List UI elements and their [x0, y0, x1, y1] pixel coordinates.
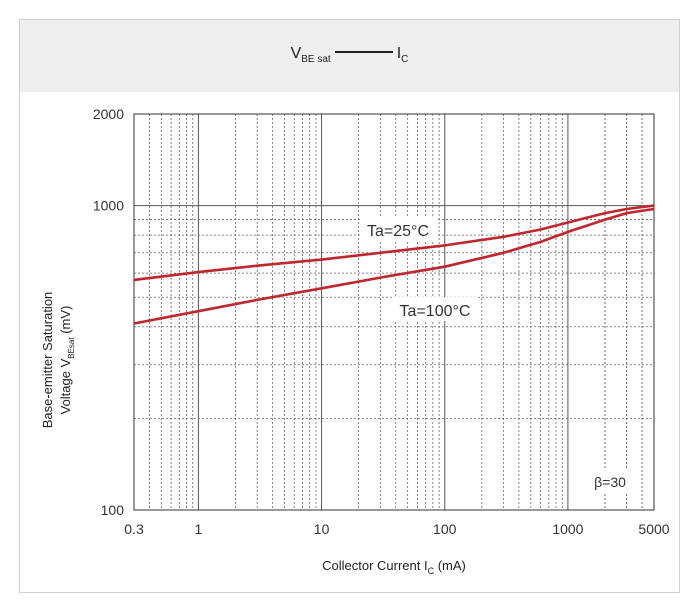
title-vbe: V [290, 45, 302, 62]
series-label-ta100: Ta=100°C [400, 303, 471, 320]
y-axis-label-line2: Voltage VBEsat (mV) [58, 306, 76, 415]
title-ic-subscript: C [401, 54, 409, 65]
x-tick-label: 1000 [552, 521, 583, 537]
x-tick-label: 1 [195, 521, 203, 537]
series-label-ta100-bg [392, 297, 478, 321]
annotation-beta: β=30 [594, 474, 626, 490]
series-label-ta25: Ta=25°C [367, 223, 429, 240]
x-axis-label: Collector Current IC (mA) [322, 558, 466, 576]
x-tick-label: 0.3 [124, 521, 144, 537]
title-vbe-subscript: BE sat [301, 54, 331, 65]
y-axis-label-line1: Base-emitter Saturation [40, 292, 55, 429]
y-tick-label: 100 [101, 502, 125, 518]
series-line-ta25 [133, 204, 655, 282]
title-ic: I [396, 45, 402, 62]
chart-title: VBE sat IC [20, 34, 679, 80]
y-tick-label: 2000 [93, 106, 124, 122]
x-tick-label: 100 [433, 521, 457, 537]
x-tick-label: 10 [314, 521, 330, 537]
chart-header: VBE sat IC [20, 20, 679, 92]
plot-frame [133, 113, 655, 511]
series-label-ta25-bg [359, 217, 437, 241]
series-line-ta100 [133, 207, 655, 325]
y-tick-label: 1000 [93, 198, 124, 214]
x-tick-label: 5000 [638, 521, 669, 537]
annotation-bg [584, 468, 636, 494]
y-axis-label: Base-emitter Saturation Voltage VBEsat (m… [40, 292, 76, 429]
title-dash [334, 51, 393, 53]
